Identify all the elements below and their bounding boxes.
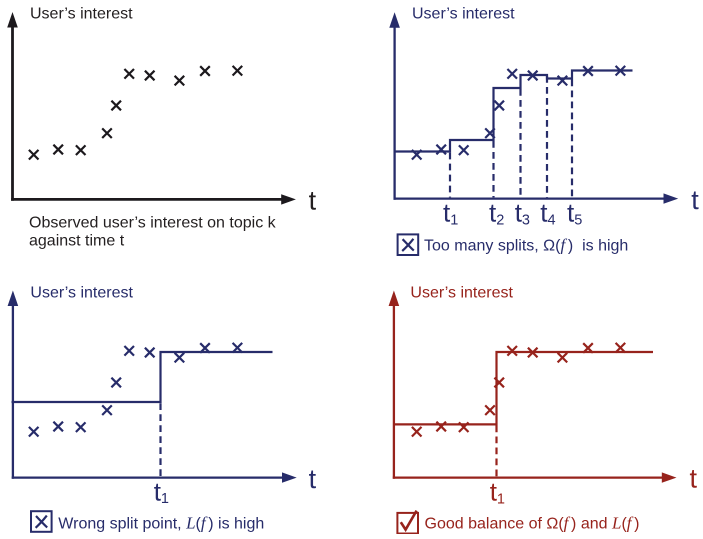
svg-text:User’s interest: User’s interest — [410, 284, 513, 301]
svg-text:against time t: against time t — [29, 233, 125, 250]
svg-text:User’s interest: User’s interest — [30, 284, 133, 301]
svg-text:t: t — [691, 185, 699, 215]
svg-text:t: t — [309, 186, 317, 216]
svg-text:t: t — [690, 464, 698, 494]
svg-text:User’s interest: User’s interest — [30, 6, 133, 23]
svg-text:Wrong split point, L(f ) is hi: Wrong split point, L(f ) is high — [58, 514, 264, 533]
svg-text:Good balance of Ω(f ) and L(f: Good balance of Ω(f ) and L(f ) — [425, 513, 640, 532]
svg-text:t: t — [309, 464, 317, 494]
svg-text:Too many splits, Ω(f ) is hig: Too many splits, Ω(f ) is high — [424, 235, 628, 254]
svg-text:User’s interest: User’s interest — [412, 6, 515, 23]
svg-text:Observed user’s interest on to: Observed user’s interest on topic k — [29, 215, 277, 232]
